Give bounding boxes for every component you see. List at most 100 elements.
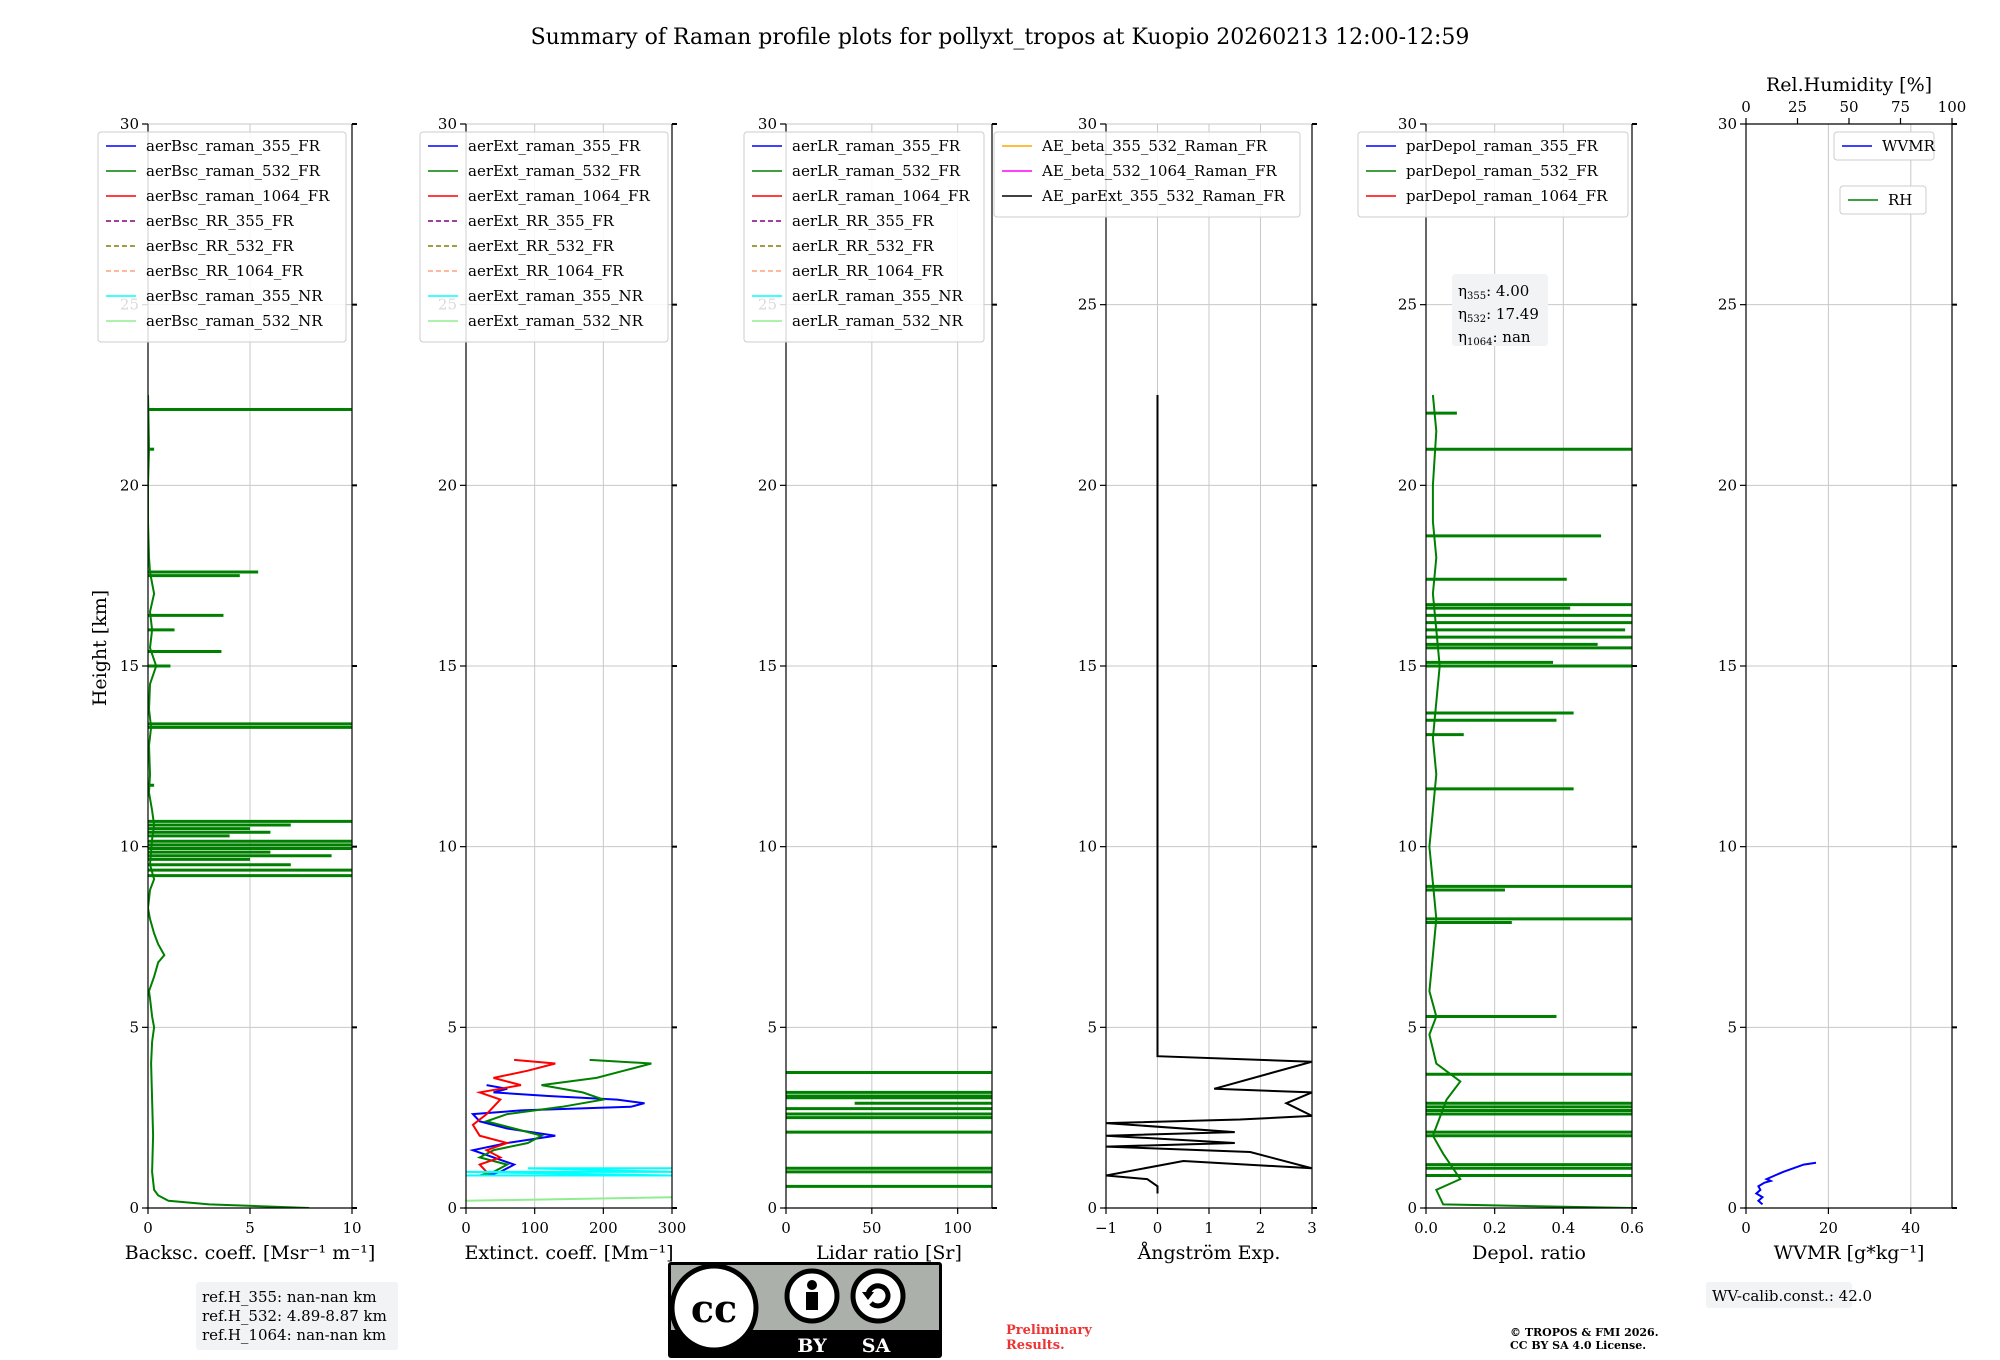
y-tick-label: 25 bbox=[1398, 296, 1417, 314]
legend-label: aerExt_raman_1064_FR bbox=[468, 187, 650, 205]
y-tick-label: 0 bbox=[767, 1199, 777, 1217]
y-tick-label: 15 bbox=[438, 657, 457, 675]
legend-box bbox=[419, 131, 669, 343]
series-group bbox=[1106, 395, 1312, 1194]
x-tick-label: 5 bbox=[245, 1219, 255, 1237]
x-tick-label: 0.2 bbox=[1483, 1219, 1507, 1237]
x-tick-label: 40 bbox=[1901, 1219, 1920, 1237]
series-aerext-raman-532-fr bbox=[476, 1058, 652, 1177]
legend-label: aerLR_raman_532_NR bbox=[792, 312, 963, 330]
legend-label: AE_beta_532_1064_Raman_FR bbox=[1041, 162, 1277, 180]
legend-label: aerExt_RR_355_FR bbox=[468, 212, 615, 230]
y-tick-label: 15 bbox=[1078, 657, 1097, 675]
x-tick-label: 0 bbox=[1741, 1219, 1751, 1237]
y-tick-label: 30 bbox=[438, 115, 457, 133]
legend-box bbox=[97, 131, 347, 343]
x-tick-label: 0 bbox=[1153, 1219, 1163, 1237]
x-tick-label: 0.6 bbox=[1620, 1219, 1644, 1237]
y-tick-label: 30 bbox=[1078, 115, 1097, 133]
x-tick-label: 0 bbox=[461, 1219, 471, 1237]
legend-label: aerBsc_raman_532_NR bbox=[146, 312, 323, 330]
y-tick-label: 10 bbox=[1398, 838, 1417, 856]
y-tick-label: 0 bbox=[1727, 1199, 1737, 1217]
legend-box bbox=[743, 131, 985, 343]
y-tick-label: 0 bbox=[447, 1199, 457, 1217]
x2-tick-label: 100 bbox=[1938, 98, 1967, 116]
y-tick-label: 0 bbox=[1087, 1199, 1097, 1217]
legend-label: aerExt_RR_532_FR bbox=[468, 237, 615, 255]
y-tick-label: 5 bbox=[767, 1018, 777, 1036]
y-tick-label: 5 bbox=[1727, 1018, 1737, 1036]
x-axis-label: Extinct. coeff. [Mm⁻¹] bbox=[464, 1242, 673, 1264]
y-tick-label: 20 bbox=[1718, 476, 1737, 494]
ref-height-532: ref.H_532: 4.89-8.87 km bbox=[202, 1307, 387, 1325]
legend-label: AE_parExt_355_532_Raman_FR bbox=[1041, 187, 1286, 205]
y-tick-label: 10 bbox=[1718, 838, 1737, 856]
y-tick-label: 5 bbox=[1087, 1018, 1097, 1036]
x-tick-label: 2 bbox=[1256, 1219, 1266, 1237]
y-tick-label: 0 bbox=[129, 1199, 139, 1217]
y-tick-label: 30 bbox=[1398, 115, 1417, 133]
legend-label: aerLR_raman_1064_FR bbox=[792, 187, 970, 205]
legend-label: RH bbox=[1888, 191, 1912, 209]
legend-box bbox=[1357, 131, 1629, 218]
preliminary-line-2: Results. bbox=[1006, 1338, 1065, 1353]
legend-label: aerExt_RR_1064_FR bbox=[468, 262, 624, 280]
panel-backscatter: 0510152025300510Backsc. coeff. [Msr⁻¹ m⁻… bbox=[97, 115, 376, 1264]
x-tick-label: 0.4 bbox=[1551, 1219, 1575, 1237]
license-sa-label: SA bbox=[862, 1335, 891, 1357]
legend-label: aerBsc_RR_1064_FR bbox=[146, 262, 304, 280]
x-tick-label: 200 bbox=[589, 1219, 618, 1237]
y-tick-label: 15 bbox=[1718, 657, 1737, 675]
legend-label: parDepol_raman_532_FR bbox=[1406, 162, 1599, 180]
y-tick-label: 10 bbox=[438, 838, 457, 856]
panel-lidar-ratio: 051015202530050100Lidar ratio [Sr]aerLR_… bbox=[743, 115, 997, 1264]
series-wvmr bbox=[1754, 1161, 1817, 1206]
y-axis-label: Height [km] bbox=[89, 590, 111, 706]
legend-label: parDepol_raman_1064_FR bbox=[1406, 187, 1608, 205]
legend-label: aerLR_raman_355_FR bbox=[792, 137, 961, 155]
x-tick-label: 0 bbox=[143, 1219, 153, 1237]
y-tick-label: 5 bbox=[1407, 1018, 1417, 1036]
legend-label: aerExt_raman_532_NR bbox=[468, 312, 644, 330]
x-tick-label: 10 bbox=[342, 1219, 361, 1237]
y-tick-label: 20 bbox=[758, 476, 777, 494]
copyright-line-2: CC BY SA 4.0 License. bbox=[1510, 1339, 1646, 1352]
series-group bbox=[1426, 394, 1632, 1208]
x-tick-label: 1 bbox=[1204, 1219, 1214, 1237]
y-tick-label: 30 bbox=[758, 115, 777, 133]
series-aerext-raman-355-nr bbox=[466, 1167, 672, 1177]
y-tick-label: 5 bbox=[129, 1018, 139, 1036]
legend-label: AE_beta_355_532_Raman_FR bbox=[1041, 137, 1268, 155]
y-tick-label: 0 bbox=[1407, 1199, 1417, 1217]
x-axis-label: Backsc. coeff. [Msr⁻¹ m⁻¹] bbox=[125, 1242, 376, 1264]
legend-label: aerExt_raman_532_FR bbox=[468, 162, 641, 180]
legend-box bbox=[1833, 131, 1935, 161]
legend-label: WVMR bbox=[1882, 137, 1936, 155]
wv-calib-const: WV-calib.const.: 42.0 bbox=[1712, 1287, 1872, 1305]
legend-label: aerBsc_raman_355_FR bbox=[146, 137, 321, 155]
y-tick-label: 30 bbox=[1718, 115, 1737, 133]
legend-label: aerBsc_RR_355_FR bbox=[146, 212, 294, 230]
ref-height-355: ref.H_355: nan-nan km bbox=[202, 1288, 377, 1306]
x2-tick-label: 50 bbox=[1839, 98, 1858, 116]
x-tick-label: 3 bbox=[1307, 1219, 1317, 1237]
y-tick-label: 20 bbox=[120, 476, 139, 494]
series-group bbox=[148, 394, 352, 1208]
copyright-line-1: © TROPOS & FMI 2026. bbox=[1510, 1326, 1659, 1339]
x-axis-label: WVMR [g*kg⁻¹] bbox=[1774, 1242, 1925, 1264]
x-tick-label: 0 bbox=[781, 1219, 791, 1237]
y-tick-label: 30 bbox=[120, 115, 139, 133]
y-tick-label: 25 bbox=[1078, 296, 1097, 314]
figure-title: Summary of Raman profile plots for polly… bbox=[531, 25, 1470, 50]
legend-label: aerLR_RR_532_FR bbox=[792, 237, 934, 255]
x-tick-label: 0.0 bbox=[1414, 1219, 1438, 1237]
y-tick-label: 10 bbox=[1078, 838, 1097, 856]
panel-extinction: 0510152025300100200300Extinct. coeff. [M… bbox=[419, 115, 686, 1264]
series-group bbox=[466, 1058, 672, 1202]
x-axis-label: Ångström Exp. bbox=[1137, 1242, 1281, 1264]
x-tick-label: 20 bbox=[1819, 1219, 1838, 1237]
x2-tick-label: 75 bbox=[1891, 98, 1910, 116]
legend-label: aerBsc_raman_355_NR bbox=[146, 287, 323, 305]
